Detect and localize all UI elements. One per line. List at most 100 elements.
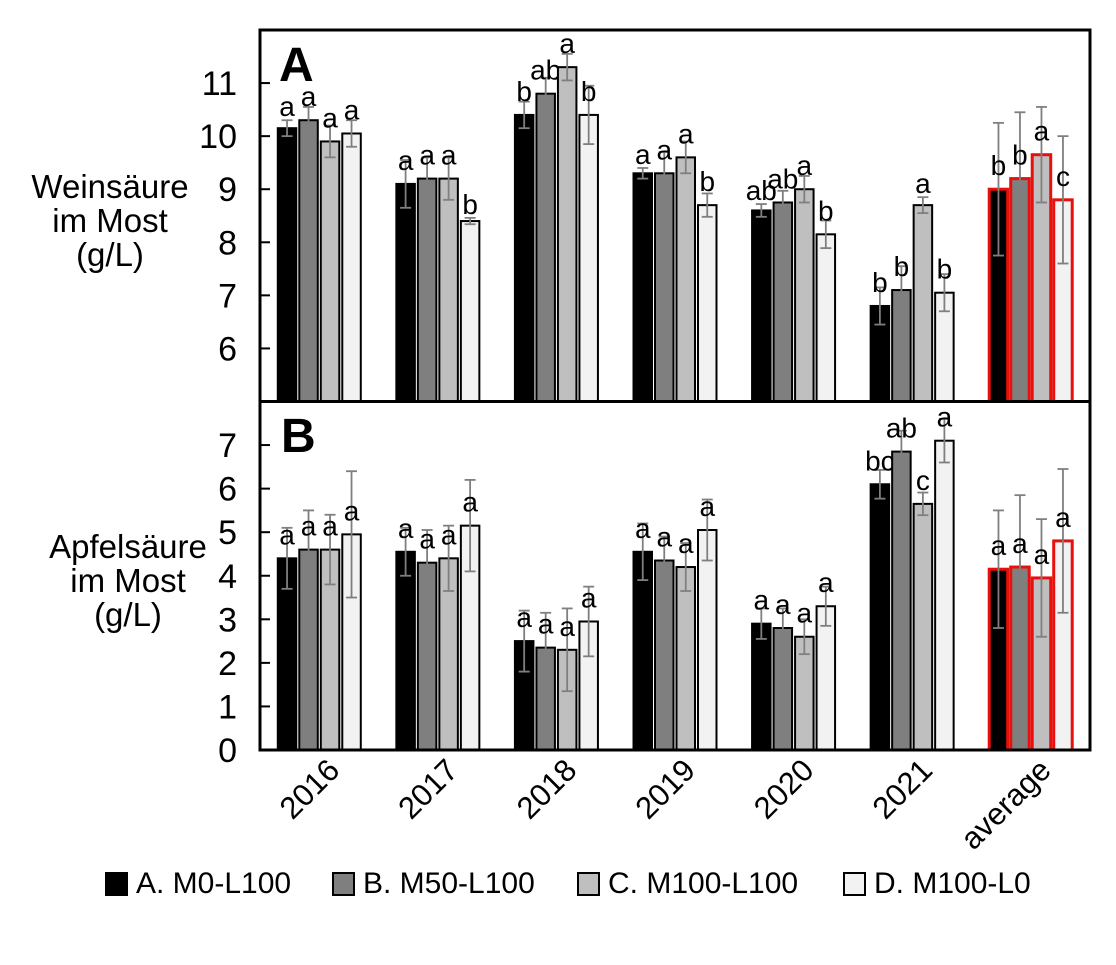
y-tick-label: 6 — [218, 471, 237, 509]
sig-letter: b — [818, 195, 834, 226]
legend-swatch-icon — [332, 872, 355, 896]
sig-letter: b — [872, 267, 888, 298]
sig-letter: a — [301, 511, 317, 542]
bar — [556, 66, 578, 403]
bar — [438, 177, 459, 403]
bar — [912, 204, 934, 403]
sig-letter: a — [398, 513, 414, 544]
x-tick-label: 2019 — [628, 752, 702, 826]
sig-letter: a — [1034, 539, 1050, 570]
x-tick-label: 2017 — [391, 752, 465, 826]
bar — [459, 220, 481, 403]
sig-letter: a — [991, 530, 1007, 561]
bar — [654, 559, 675, 751]
sig-letter: a — [419, 140, 435, 171]
bar — [815, 605, 837, 752]
y-tick-label: 6 — [218, 330, 237, 368]
legend-label: C. M100-L100 — [608, 867, 799, 900]
sig-letter: a — [398, 145, 414, 176]
bar — [751, 622, 772, 752]
sig-letter: b — [894, 251, 910, 282]
bar — [276, 127, 298, 403]
panel-a-label: A — [279, 39, 314, 92]
sig-letter: bc — [865, 445, 895, 476]
legend-swatch-icon — [105, 872, 128, 896]
sig-letter: a — [441, 140, 457, 171]
y-tick-label: 4 — [218, 558, 237, 596]
bar — [319, 140, 341, 403]
sig-letter: a — [797, 150, 813, 181]
legend-label: B. M50-L100 — [363, 867, 535, 900]
y-tick-label: 1 — [218, 688, 237, 726]
sig-letter: b — [991, 150, 1007, 181]
bar — [298, 119, 319, 403]
y-tick-label: 5 — [218, 514, 237, 552]
sig-letter: a — [818, 567, 834, 598]
bar — [675, 566, 696, 751]
bar — [535, 92, 556, 403]
y-tick-label: 11 — [202, 65, 237, 103]
y-axis-title-line: im Most — [70, 562, 186, 599]
sig-letter: b — [581, 76, 597, 107]
sig-letter: a — [656, 522, 672, 553]
sig-letter: a — [775, 589, 791, 620]
x-tick-label: 2018 — [510, 752, 584, 826]
bar — [815, 233, 837, 403]
legend-swatch-icon — [843, 872, 866, 896]
bar — [751, 209, 772, 403]
bar — [513, 113, 535, 403]
bar — [794, 188, 815, 403]
bar — [772, 201, 794, 403]
bar — [578, 113, 599, 403]
plot-border — [258, 28, 1092, 752]
sig-letter: a — [344, 94, 360, 125]
sig-letter: a — [419, 524, 435, 555]
sig-letter: a — [635, 139, 651, 170]
sig-letter: a — [937, 402, 953, 433]
sig-letter: a — [754, 585, 770, 616]
x-tick-label: average — [954, 752, 1058, 856]
legend: A. M0-L100 B. M50-L100 C. M100-L100 D. M100… — [0, 0, 1116, 900]
sig-letter: a — [559, 28, 575, 59]
sig-letter: a — [301, 81, 317, 112]
sig-letter: ab — [767, 163, 798, 194]
sig-letter: a — [322, 511, 338, 542]
y-axis-title-weinsaeure: Weinsäure im Most (g/L) — [6, 170, 214, 272]
bar — [869, 483, 891, 751]
sig-letter: a — [797, 598, 813, 629]
sig-letter: a — [581, 582, 597, 613]
bar — [891, 450, 912, 751]
y-axis-title-apfelsaeure: Apfelsäure im Most (g/L) — [24, 530, 232, 632]
legend-swatch-icon — [577, 872, 600, 896]
sig-letter: a — [678, 528, 694, 559]
x-tick-label: 2016 — [273, 752, 347, 826]
y-tick-label: 8 — [218, 224, 237, 262]
sig-letter: a — [344, 495, 360, 526]
y-tick-label: 10 — [199, 118, 237, 156]
sig-letter: a — [699, 491, 715, 522]
bar — [416, 177, 438, 403]
sig-letter: a — [915, 168, 931, 199]
sig-letter: a — [635, 513, 651, 544]
sig-letter: ab — [746, 175, 777, 206]
sig-letter: b — [516, 76, 532, 107]
y-axis-title-line: im Most — [52, 202, 168, 239]
y-tick-label: 2 — [218, 645, 237, 683]
sig-letter: ab — [530, 55, 561, 86]
sig-letter: b — [937, 254, 953, 285]
sig-letter: a — [1055, 502, 1071, 533]
y-axis-title-line: (g/L) — [94, 596, 162, 633]
y-axis-title-line: (g/L) — [76, 236, 144, 273]
bar — [912, 502, 934, 752]
sig-letter: a — [322, 102, 338, 133]
sig-letter: b — [1012, 140, 1028, 171]
bar — [934, 439, 955, 751]
sig-letter: c — [916, 465, 930, 496]
bar — [697, 204, 718, 403]
sig-letter: a — [678, 118, 694, 149]
sig-letter: a — [279, 519, 295, 550]
sig-letter: b — [699, 166, 715, 197]
bar — [395, 550, 416, 752]
